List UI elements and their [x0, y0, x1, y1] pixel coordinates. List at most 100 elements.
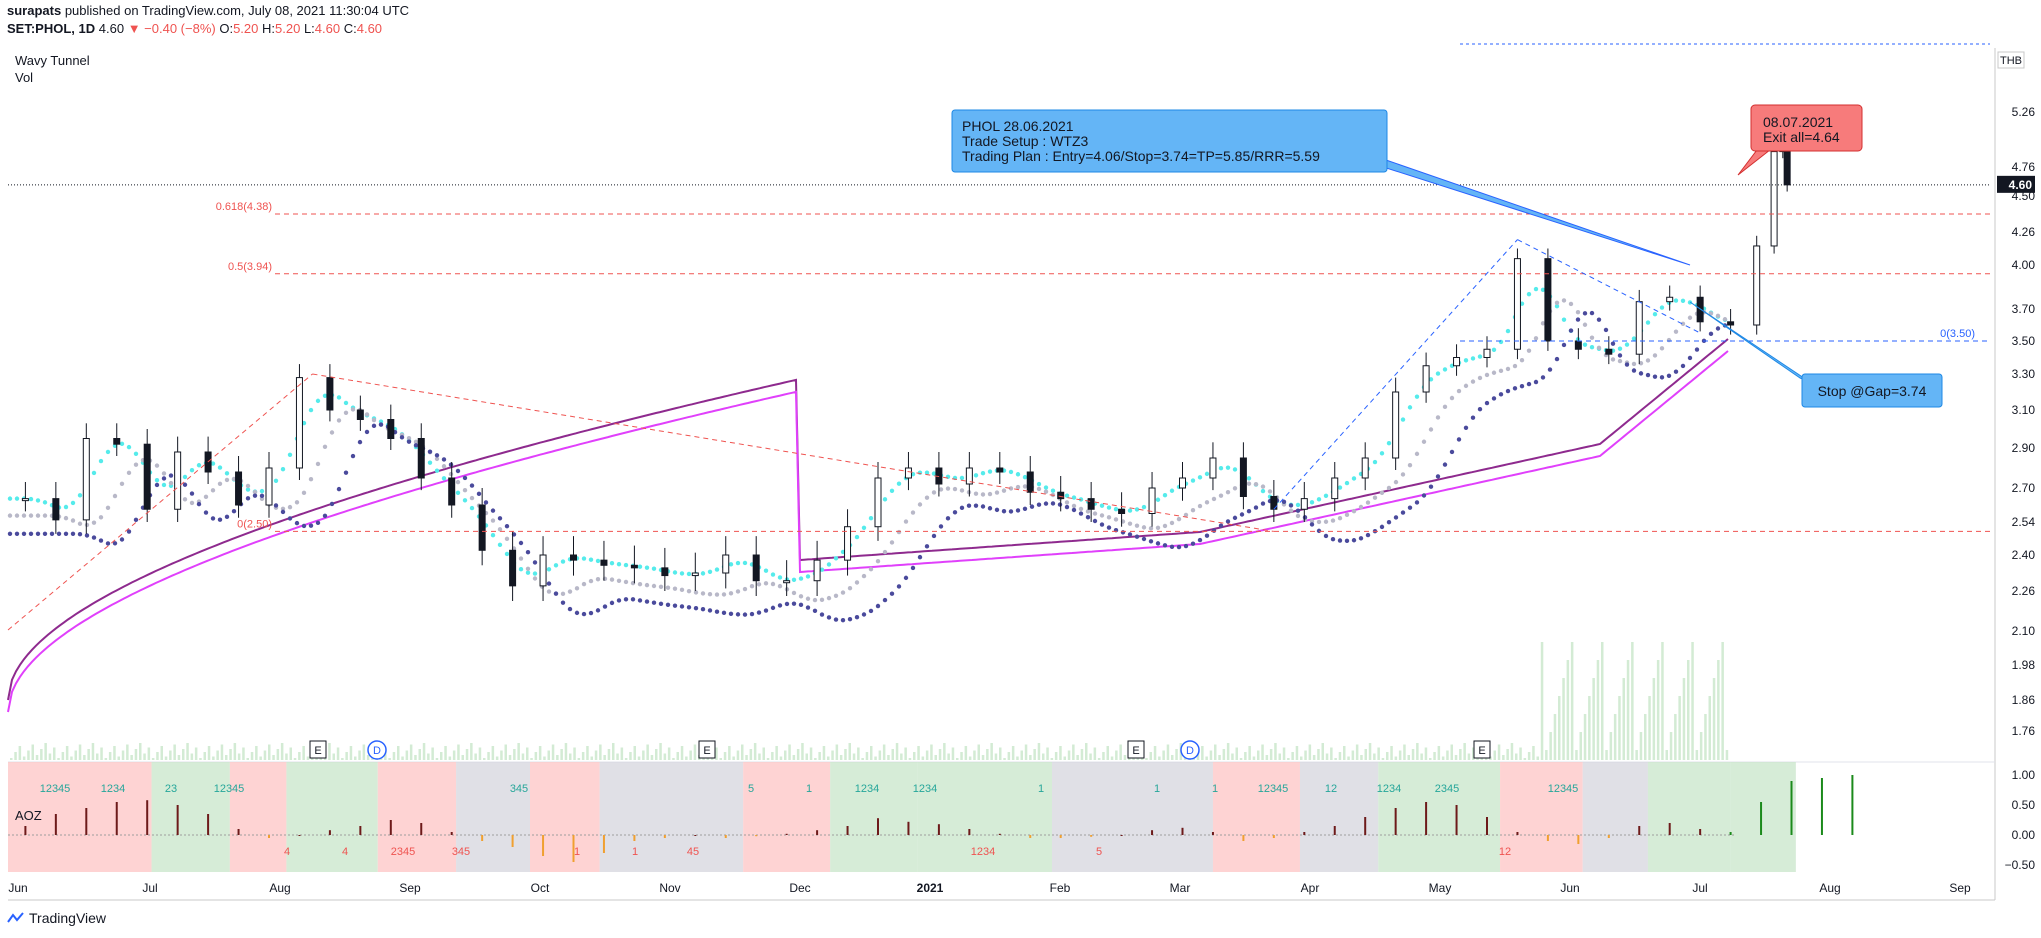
- wavy-tunnel-dot: [714, 609, 720, 614]
- wavy-tunnel-dot: [980, 492, 986, 497]
- wavy-tunnel-dot: [868, 608, 874, 614]
- wavy-tunnel-dot: [350, 407, 356, 412]
- osc-bar: [877, 818, 879, 835]
- volume-bar: [612, 743, 615, 760]
- wavy-tunnel-dot: [406, 439, 412, 444]
- candle-body: [813, 559, 821, 582]
- indicator-legend[interactable]: Wavy Tunnel: [15, 53, 90, 68]
- osc-bar: [1029, 835, 1032, 838]
- currency-badge: [1997, 51, 2025, 69]
- volume-bar: [839, 755, 843, 760]
- volume-bar: [796, 749, 800, 760]
- oscillator-legend[interactable]: AOZ: [15, 808, 42, 823]
- wavy-tunnel-dot: [1582, 311, 1588, 316]
- wavy-tunnel-dot: [1281, 499, 1287, 505]
- volume-bar: [65, 746, 69, 760]
- osc-bar: [1486, 817, 1488, 835]
- wavy-tunnel-dot: [1225, 519, 1231, 524]
- wavy-tunnel-dot: [1540, 321, 1546, 326]
- wavy-tunnel-dot: [1715, 313, 1721, 319]
- wavy-tunnel-dot: [1232, 486, 1238, 491]
- volume-bar: [874, 756, 877, 760]
- wavy-tunnel-dot: [161, 471, 167, 476]
- footer-brand[interactable]: TradingView: [7, 910, 106, 926]
- volume-bar: [685, 756, 688, 760]
- volume-bar: [659, 743, 662, 760]
- candle-body: [752, 554, 760, 582]
- volume-bar: [779, 756, 783, 760]
- wavy-tunnel-dot: [791, 590, 797, 596]
- wavy-tunnel-dot: [126, 470, 132, 476]
- volume-bar: [276, 749, 280, 760]
- volume-bar: [1725, 750, 1729, 760]
- volume-bar: [792, 755, 796, 760]
- osc-bar: [1760, 802, 1763, 835]
- ema-slow-line: [7, 338, 1729, 701]
- volume-bar: [1351, 750, 1355, 760]
- wavy-tunnel-dot: [252, 493, 258, 498]
- volume-bar: [900, 753, 903, 760]
- volume-bar: [560, 749, 563, 760]
- candle-body: [1753, 245, 1761, 326]
- volume-bar: [870, 746, 873, 760]
- earnings-marker: [309, 740, 327, 759]
- wavy-tunnel-dot: [651, 566, 657, 571]
- wavy-tunnel-dot: [637, 564, 643, 569]
- author-name[interactable]: surapats: [7, 3, 62, 18]
- wavy-tunnel-dot: [448, 471, 454, 477]
- volume-bar: [1390, 746, 1393, 760]
- publish-header: surapats published on TradingView.com, J…: [7, 3, 409, 18]
- volume-bar: [1708, 696, 1711, 760]
- volume-legend[interactable]: Vol: [15, 70, 34, 85]
- volume-bar: [147, 747, 151, 760]
- wavy-tunnel-dot: [819, 612, 825, 617]
- wavy-tunnel-dot: [280, 509, 286, 515]
- volume-bar: [1605, 750, 1608, 760]
- volume-bar: [1540, 642, 1544, 760]
- volume-bar: [388, 758, 391, 760]
- wavy-tunnel-dot: [1463, 383, 1469, 389]
- wavy-tunnel-dot: [1295, 508, 1301, 513]
- volume-bar: [461, 755, 464, 760]
- wavy-tunnel-dot: [637, 598, 643, 603]
- volume-bar: [10, 758, 13, 760]
- wavy-tunnel-dot: [168, 473, 174, 478]
- wavy-tunnel-dot: [1071, 507, 1077, 513]
- volume-bar: [517, 743, 520, 760]
- volume-bar: [160, 746, 163, 760]
- wavy-tunnel-dot: [1078, 506, 1084, 512]
- volume-bar: [547, 750, 550, 760]
- wavy-tunnel-dot: [553, 591, 559, 596]
- wavy-tunnel-dot: [658, 601, 664, 606]
- wavy-tunnel-dot: [469, 505, 475, 511]
- candle-body: [143, 443, 151, 510]
- wavy-tunnel-dot: [343, 470, 349, 475]
- price-tick-label: 2.54: [2012, 515, 2036, 529]
- osc-zone: [456, 762, 530, 872]
- wavy-tunnel-dot: [259, 488, 265, 494]
- osc-bar: [1638, 826, 1641, 835]
- wavy-tunnel-dot: [1645, 372, 1651, 378]
- wavy-tunnel-dot: [1036, 481, 1042, 487]
- volume-bar: [1196, 752, 1200, 760]
- wavy-tunnel-dot: [224, 477, 230, 483]
- volume-bar: [1016, 756, 1019, 760]
- wavy-tunnel-dot: [581, 611, 587, 617]
- wavy-tunnel-dot: [1414, 394, 1420, 399]
- osc-zone: [8, 762, 152, 872]
- wavy-tunnel-dot: [553, 563, 559, 568]
- wavy-tunnel-dot: [1001, 488, 1007, 493]
- osc-bar: [24, 826, 27, 835]
- volume-bar: [530, 758, 533, 760]
- volume-bar: [844, 749, 847, 760]
- osc-bar: [420, 823, 423, 835]
- wavy-tunnel-dot: [182, 474, 188, 480]
- volume-bar: [263, 750, 267, 760]
- volume-bar: [1652, 678, 1656, 760]
- wavy-tunnel-dot: [210, 461, 216, 466]
- volume-bar: [1497, 744, 1501, 760]
- wavy-tunnel-dot: [581, 581, 587, 587]
- wavy-tunnel-dot: [763, 568, 769, 573]
- wavy-tunnel-dot: [665, 602, 671, 607]
